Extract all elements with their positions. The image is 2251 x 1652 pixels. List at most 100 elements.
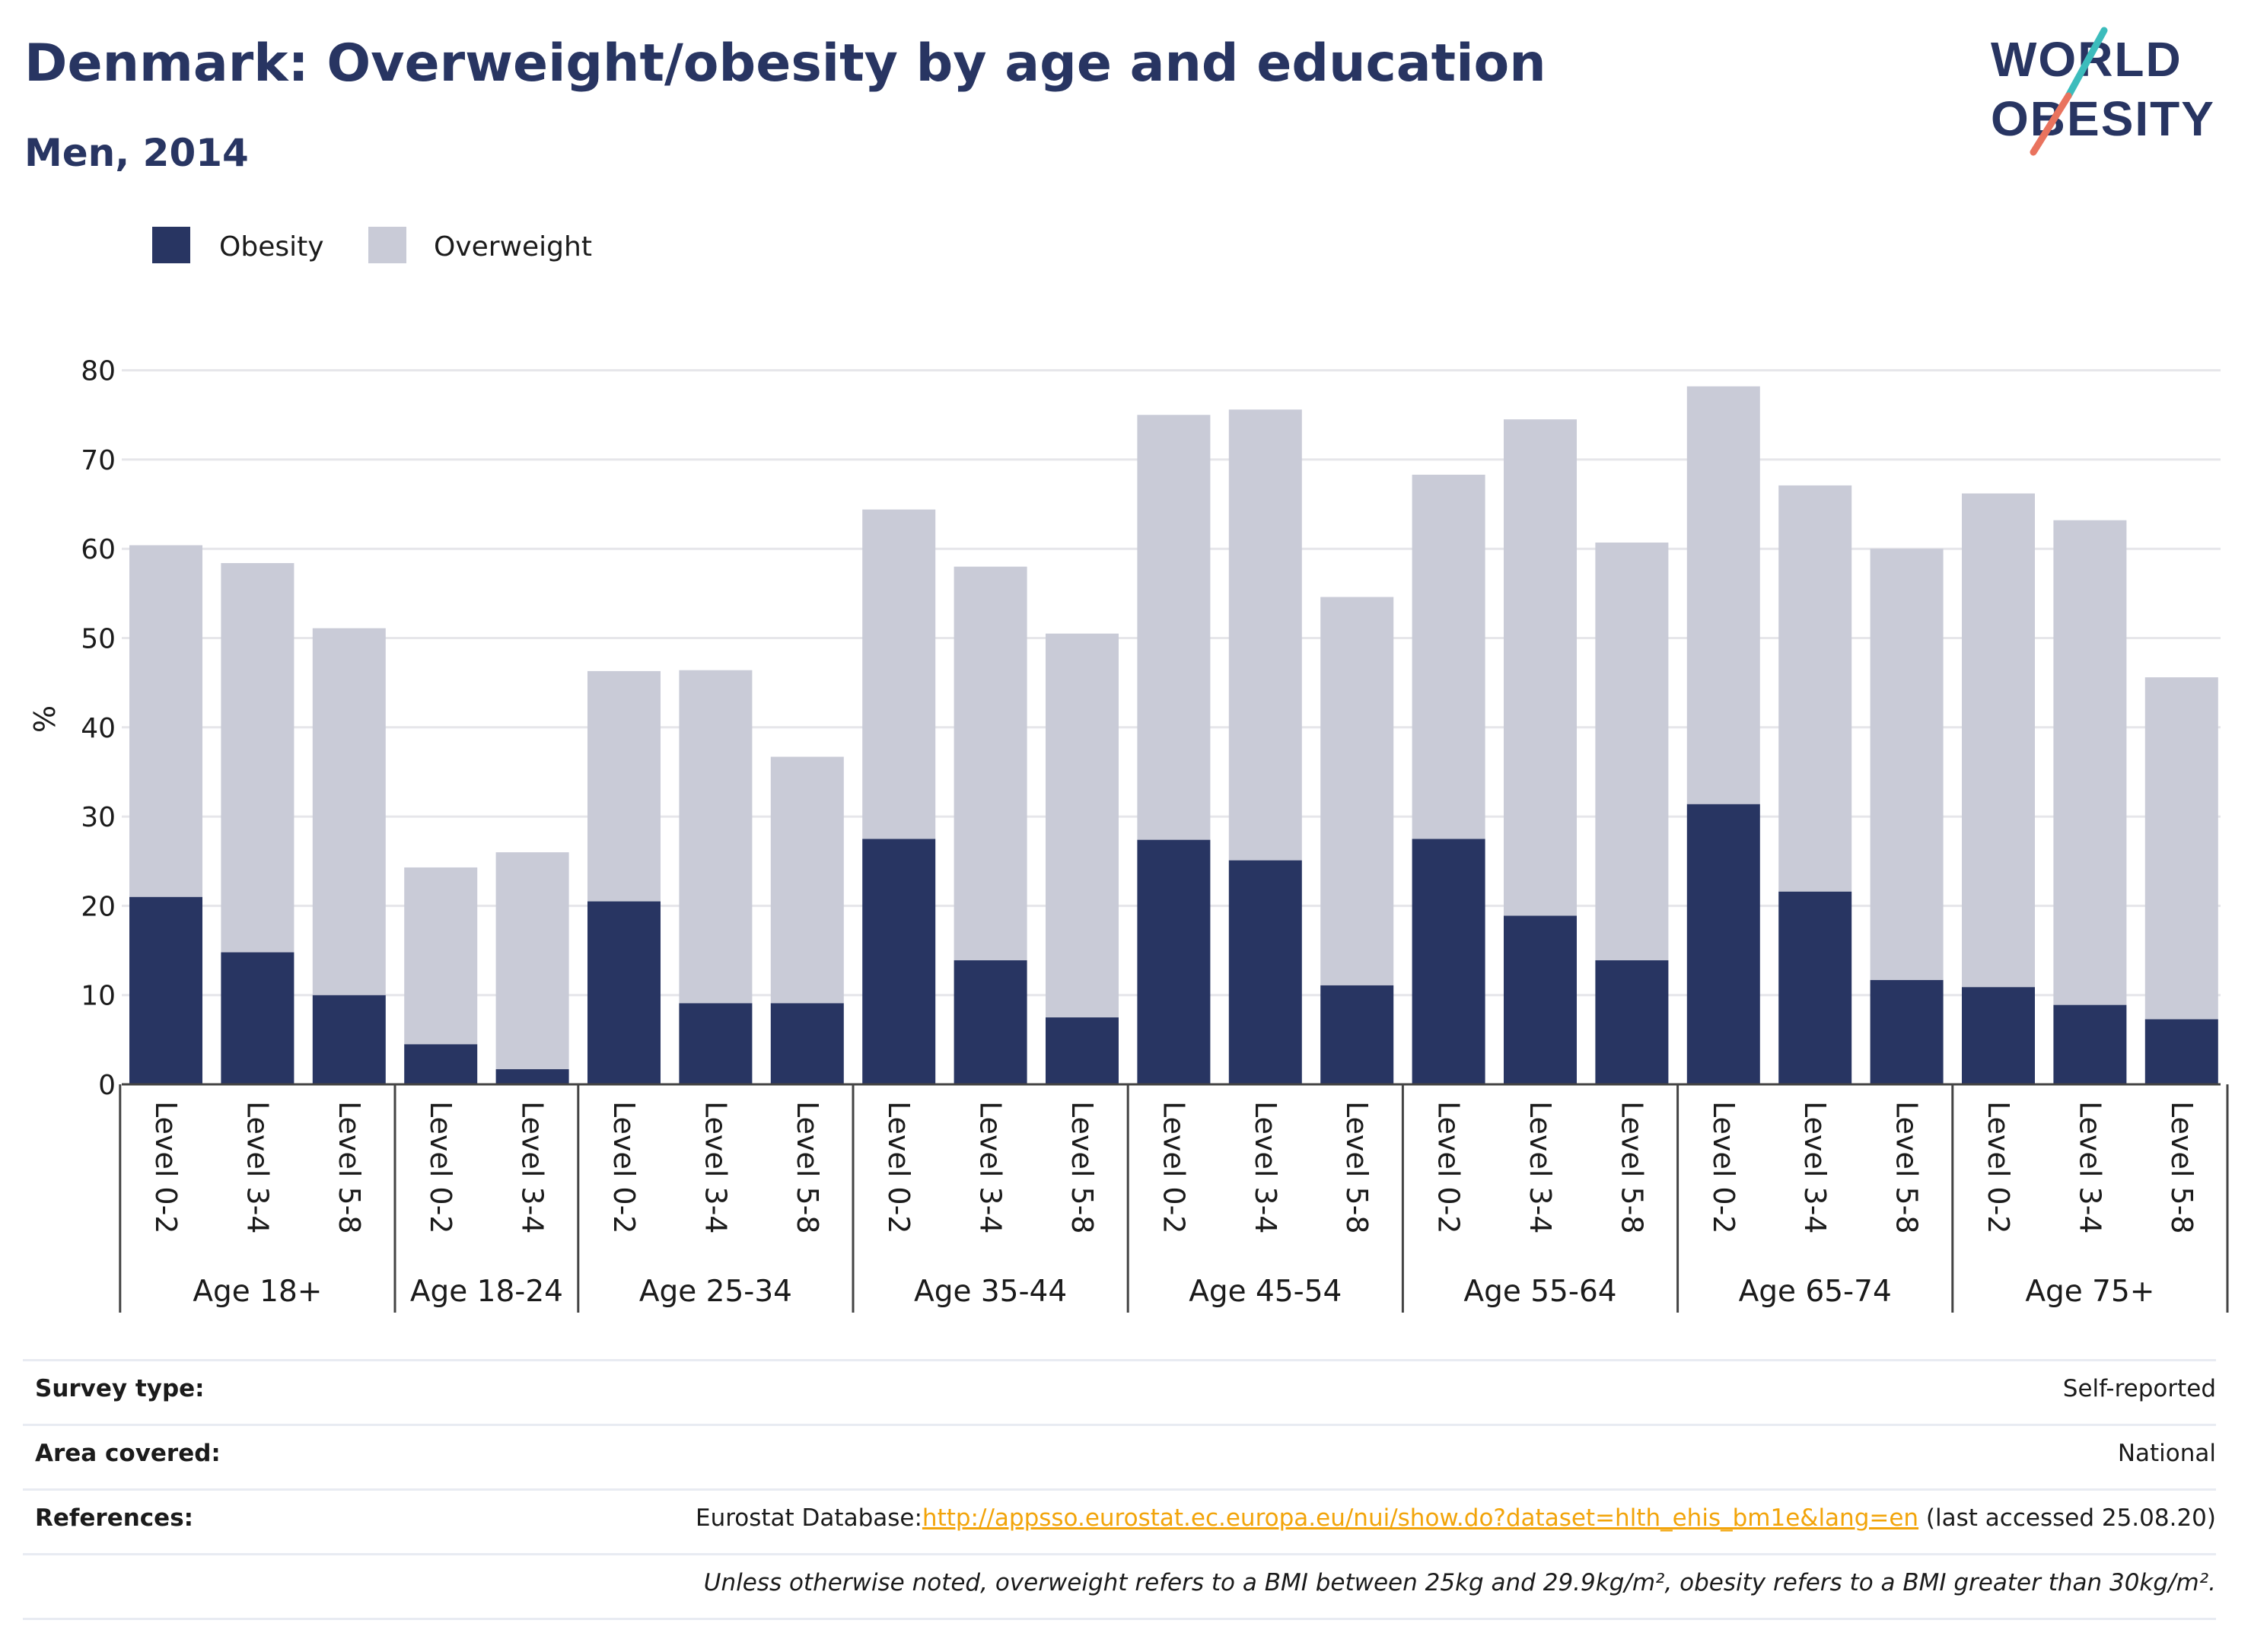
bar-overweight <box>1778 485 1852 892</box>
bar-obesity <box>129 896 202 1084</box>
x-tick-label: Level 3-4 <box>1798 1101 1832 1233</box>
bar-obesity <box>1046 1017 1119 1084</box>
info-row-references: References: Eurostat Database:http://app… <box>23 1488 2216 1553</box>
legend-label-obesity: Obesity <box>219 231 324 263</box>
bar-overweight <box>1504 419 1577 916</box>
bar-overweight <box>1870 549 1944 980</box>
y-tick-label: 10 <box>81 981 116 1012</box>
bar-obesity <box>1228 860 1302 1084</box>
x-tick-label: Level 3-4 <box>516 1101 549 1233</box>
svg-text:OBESITY: OBESITY <box>1991 91 2215 146</box>
x-tick-label: Level 3-4 <box>2073 1101 2106 1233</box>
x-tick-label: Level 0-2 <box>1157 1101 1190 1233</box>
x-tick-label: Level 0-2 <box>882 1101 915 1233</box>
bar-obesity <box>404 1044 478 1084</box>
bar-overweight <box>2053 520 2127 1005</box>
x-tick-label: Level 0-2 <box>149 1101 183 1233</box>
bar-overweight <box>495 852 569 1070</box>
bar-overweight <box>404 867 478 1045</box>
y-tick-label: 40 <box>81 713 116 744</box>
x-tick-label: Level 3-4 <box>1523 1101 1557 1233</box>
group-label: Age 65-74 <box>1739 1275 1892 1309</box>
bar-obesity <box>1412 839 1485 1084</box>
bar-obesity <box>770 1003 844 1084</box>
x-tick-label: Level 5-8 <box>2165 1101 2198 1233</box>
y-tick-label: 70 <box>81 445 116 476</box>
x-tick-label: Level 0-2 <box>1982 1101 2015 1233</box>
eurostat-link[interactable]: http://appsso.eurostat.ec.europa.eu/nui/… <box>922 1504 1919 1532</box>
x-tick-label: Level 5-8 <box>333 1101 366 1233</box>
group-label: Age 75+ <box>2025 1275 2154 1309</box>
bmi-definition-note: Unless otherwise noted, overweight refer… <box>703 1569 2216 1596</box>
bar-obesity <box>1686 804 1760 1084</box>
bar-overweight <box>1686 386 1760 804</box>
bar-overweight <box>1412 474 1485 839</box>
bar-overweight <box>1962 493 2035 988</box>
y-tick-label: 20 <box>81 891 116 922</box>
y-tick-label: 0 <box>98 1070 116 1101</box>
x-tick-label: Level 3-4 <box>974 1101 1008 1233</box>
chart-title: Denmark: Overweight/obesity by age and e… <box>24 33 1546 94</box>
group-label: Age 25-34 <box>639 1275 792 1309</box>
bar-overweight <box>1320 597 1394 985</box>
legend: Obesity Overweight <box>152 227 592 263</box>
y-axis: 0 10 20 30 40 50 60 70 80 <box>81 356 116 1101</box>
x-tick-label: Level 0-2 <box>1707 1101 1740 1233</box>
references-suffix: (last accessed 25.08.20) <box>1918 1504 2216 1532</box>
survey-type-value: Self-reported <box>2062 1375 2216 1402</box>
bar-obesity <box>1870 979 1944 1084</box>
x-tick-label: Level 3-4 <box>1249 1101 1282 1233</box>
y-tick-label: 80 <box>81 356 116 387</box>
bar-overweight <box>587 670 661 902</box>
bar-obesity <box>1778 891 1852 1084</box>
bar-obesity <box>221 952 295 1084</box>
bar-obesity <box>1962 987 2035 1084</box>
bar-obesity <box>1137 839 1211 1084</box>
x-tick-label: Level 5-8 <box>791 1101 824 1233</box>
x-axis: Level 0-2 Level 3-4 Level 5-8 Age 18+ Level … <box>119 1083 2229 1313</box>
group-label: Age 18+ <box>193 1275 322 1309</box>
bar-obesity <box>679 1003 753 1084</box>
references-label: References: <box>35 1504 194 1532</box>
x-tick-label: Level 5-8 <box>1065 1101 1099 1233</box>
info-row-area-covered: Area covered: National <box>23 1424 2216 1488</box>
bar-overweight <box>312 628 386 995</box>
y-tick-label: 60 <box>81 534 116 565</box>
bars <box>129 386 2218 1084</box>
legend-label-overweight: Overweight <box>434 231 592 263</box>
group-label: Age 55-64 <box>1463 1275 1616 1309</box>
bar-overweight <box>129 545 202 897</box>
bar-obesity <box>312 995 386 1084</box>
references-prefix: Eurostat Database: <box>695 1504 922 1532</box>
bar-obesity <box>587 901 661 1084</box>
bar-overweight <box>1228 409 1302 861</box>
bar-overweight <box>679 670 753 1004</box>
x-tick-label: Level 5-8 <box>1890 1101 1924 1233</box>
y-tick-label: 50 <box>81 624 116 655</box>
x-tick-label: Level 5-8 <box>1340 1101 1374 1233</box>
x-tick-label: Level 3-4 <box>240 1101 274 1233</box>
legend-swatch-overweight <box>368 227 406 263</box>
group-label: Age 18-24 <box>410 1275 563 1309</box>
group-label: Age 45-54 <box>1189 1275 1342 1309</box>
info-row-survey-type: Survey type: Self-reported <box>23 1359 2216 1424</box>
bar-overweight <box>2144 677 2218 1020</box>
bar-obesity <box>1320 985 1394 1084</box>
bar-overweight <box>1046 633 1119 1018</box>
x-tick-label: Level 5-8 <box>1615 1101 1648 1233</box>
x-tick-label: Level 3-4 <box>699 1101 732 1233</box>
world-obesity-logo: WORLD OBESITY <box>1991 27 2215 156</box>
chart-subtitle: Men, 2014 <box>24 131 249 175</box>
x-tick-label: Level 0-2 <box>607 1101 641 1233</box>
info-table: Survey type: Self-reported Area covered:… <box>23 1359 2216 1620</box>
bar-overweight <box>954 566 1027 960</box>
bar-obesity <box>954 960 1027 1084</box>
x-tick-label: Level 0-2 <box>1432 1101 1466 1233</box>
x-tick-label: Level 0-2 <box>424 1101 457 1233</box>
y-tick-label: 30 <box>81 802 116 833</box>
references-value: Eurostat Database:http://appsso.eurostat… <box>696 1504 2216 1532</box>
bar-overweight <box>862 509 936 839</box>
area-covered-value: National <box>2117 1440 2216 1467</box>
bar-obesity <box>2053 1004 2127 1084</box>
stacked-bar-chart: Obesity Overweight 0 10 20 30 40 50 60 70 80 Lev… <box>28 227 2229 1313</box>
